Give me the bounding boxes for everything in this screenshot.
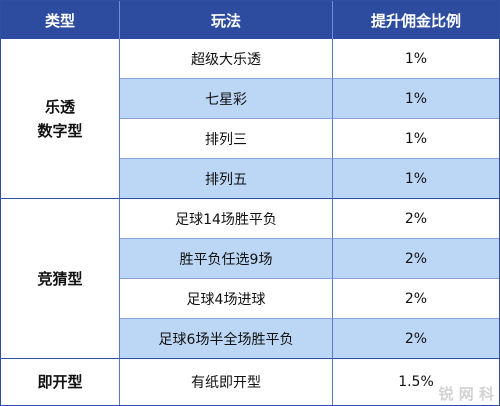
play-cell: 足球14场胜平负: [120, 199, 333, 239]
rate-cell: 1%: [333, 39, 499, 79]
watermark-text: 锐 网 科: [438, 385, 494, 403]
type-label-line: 即开型: [37, 373, 83, 391]
type-label-line: 数字型: [37, 121, 83, 140]
rate-cell: 2%: [333, 239, 499, 279]
play-cell: 排列五: [120, 159, 333, 199]
header-rate: 提升佣金比例: [333, 1, 499, 39]
rate-cell: 2%: [333, 319, 499, 359]
rate-cell: 1%: [333, 79, 499, 119]
rate-cell: 1%: [333, 159, 499, 199]
type-label-line: 乐透: [44, 97, 75, 116]
header-play: 玩法: [120, 1, 333, 39]
type-cell-lottery: 乐透 数字型: [1, 39, 120, 199]
play-cell: 超级大乐透: [120, 39, 333, 79]
play-cell: 有纸即开型: [120, 359, 333, 405]
type-cell-instant: 即开型: [1, 359, 120, 405]
type-label-line: 竞猜型: [37, 269, 83, 288]
play-cell: 七星彩: [120, 79, 333, 119]
play-cell: 排列三: [120, 119, 333, 159]
rate-cell: 2%: [333, 199, 499, 239]
header-type: 类型: [1, 1, 120, 39]
play-cell: 胜平负任选9场: [120, 239, 333, 279]
play-cell: 足球6场半全场胜平负: [120, 319, 333, 359]
type-cell-quiz: 竞猜型: [1, 199, 120, 359]
play-cell: 足球4场进球: [120, 279, 333, 319]
rate-cell: 1.5%: [398, 374, 434, 390]
rate-cell: 1%: [333, 119, 499, 159]
rate-cell: 2%: [333, 279, 499, 319]
